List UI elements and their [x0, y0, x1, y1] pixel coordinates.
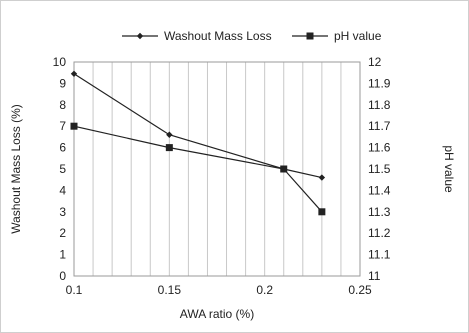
- data-point-ph-value: [165, 144, 173, 152]
- y-left-tick-label: 6: [59, 141, 66, 155]
- data-point-washout-mass-loss: [166, 131, 173, 138]
- x-tick-label: 0.25: [348, 283, 372, 297]
- y-left-tick-label: 10: [53, 55, 67, 69]
- tick-labels: 0.1 0.15 0.2 0.250123456789101111.111.211.3…: [53, 55, 391, 297]
- y-axis-left-label: Washout Mass Loss (%): [9, 104, 23, 234]
- y-left-tick-label: 4: [59, 183, 66, 197]
- y-right-tick-label: 11.1: [368, 248, 391, 262]
- data-point-washout-mass-loss: [70, 70, 78, 77]
- x-tick-label: 0.1: [66, 283, 83, 297]
- y-right-tick-label: 11.9: [368, 76, 391, 90]
- legend-label: Washout Mass Loss: [164, 29, 272, 43]
- series-line-ph-value: [73, 125, 323, 213]
- y-right-tick-label: 11.3: [368, 205, 391, 219]
- y-right-tick-label: 11.7: [368, 119, 391, 133]
- x-tick-label: 0.15: [158, 283, 182, 297]
- legend-marker-square: [306, 32, 314, 40]
- y-right-tick-label: 11: [368, 269, 381, 283]
- legend-marker-diamond: [136, 32, 144, 40]
- plot-frame: [73, 61, 361, 277]
- y-right-tick-label: 11.4: [368, 183, 391, 197]
- y-left-tick-label: 0: [59, 269, 66, 283]
- data-point-ph-value: [70, 122, 78, 130]
- y-left-tick-label: 1: [59, 248, 66, 262]
- series: [70, 70, 326, 216]
- y-axis-right-label: pH value: [442, 145, 456, 193]
- data-point-washout-mass-loss: [318, 174, 326, 181]
- series-line-washout-mass-loss: [73, 73, 322, 179]
- x-tick-label: 0.2: [256, 283, 273, 297]
- grid: [92, 62, 342, 276]
- data-point-ph-value: [280, 165, 288, 173]
- legend: Washout Mass Loss pH value: [122, 29, 382, 43]
- y-left-tick-label: 8: [59, 98, 66, 112]
- y-left-tick-label: 9: [59, 76, 66, 90]
- y-right-tick-label: 11.5: [368, 162, 391, 176]
- y-right-tick-label: 11.6: [368, 141, 391, 155]
- y-right-tick-label: 11.2: [368, 226, 391, 240]
- y-left-tick-label: 7: [59, 119, 66, 133]
- y-left-tick-label: 5: [59, 162, 66, 176]
- y-right-tick-label: 11.8: [368, 98, 391, 112]
- data-point-ph-value: [318, 208, 326, 216]
- legend-label: pH value: [334, 29, 382, 43]
- y-left-tick-label: 3: [59, 205, 66, 219]
- x-axis-label: AWA ratio (%): [180, 307, 254, 321]
- y-left-tick-label: 2: [59, 226, 66, 240]
- y-right-tick-label: 12: [368, 55, 382, 69]
